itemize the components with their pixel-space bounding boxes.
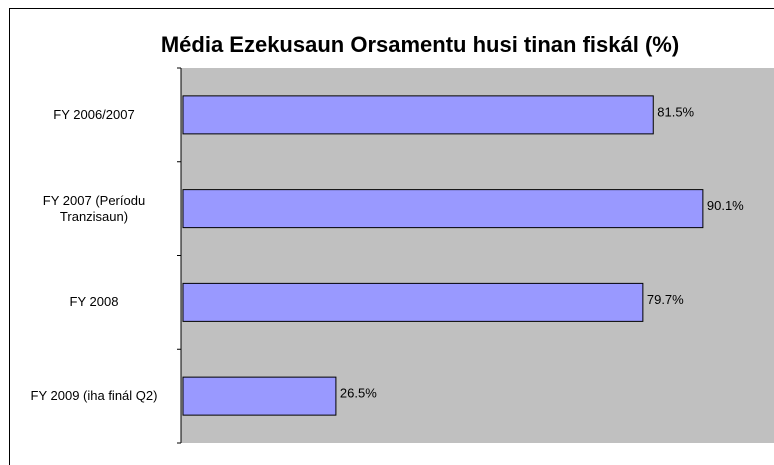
y-tick-label: FY 2006/2007 [53,106,135,122]
data-label: 79.7% [647,292,684,307]
y-tick-label: FY 2007 (Períodu Tranzisaun) [42,192,146,224]
bar [182,95,654,135]
data-label: 81.5% [657,104,694,119]
data-label: 90.1% [707,198,744,213]
y-tick-label: FY 2009 (iha finál Q2) [30,388,158,404]
chart-title: Média Ezekusaun Orsamentu husi tinan fis… [161,32,679,57]
bar [182,376,337,416]
bar [182,189,704,229]
data-label: 26.5% [340,386,377,401]
bar [182,282,644,322]
y-tick-label: FY 2008 [69,294,119,310]
